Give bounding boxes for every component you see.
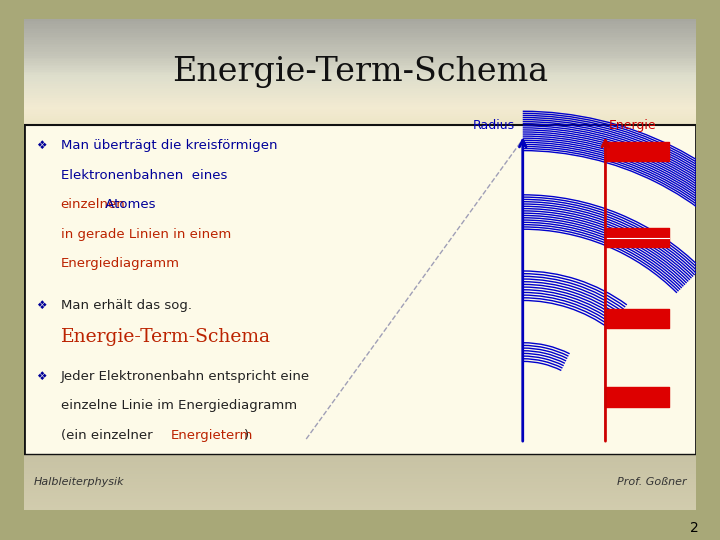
Text: einzelnen: einzelnen (60, 198, 125, 211)
Text: Man überträgt die kreisförmigen: Man überträgt die kreisförmigen (60, 139, 277, 152)
Text: 2: 2 (690, 521, 698, 535)
Text: in gerade Linien in einem: in gerade Linien in einem (60, 228, 231, 241)
Text: ): ) (244, 429, 249, 442)
Text: (ein einzelner: (ein einzelner (60, 429, 157, 442)
Text: Energieterm: Energieterm (171, 429, 253, 442)
Text: Prof. Goßner: Prof. Goßner (616, 477, 686, 487)
Text: Energie-Term-Schema: Energie-Term-Schema (172, 56, 548, 87)
Text: ❖: ❖ (36, 370, 46, 383)
Text: ❖: ❖ (36, 299, 46, 312)
Text: Man erhält das sog.: Man erhält das sog. (60, 299, 192, 312)
Text: Energie-Term-Schema: Energie-Term-Schema (60, 328, 271, 347)
Text: Energiediagramm: Energiediagramm (60, 257, 180, 270)
Text: Atomes: Atomes (102, 198, 156, 211)
Text: Energie: Energie (609, 119, 657, 132)
Text: Radius: Radius (472, 119, 515, 132)
Text: Elektronenbahnen  eines: Elektronenbahnen eines (60, 169, 227, 182)
Text: einzelne Linie im Energiediagramm: einzelne Linie im Energiediagramm (60, 399, 297, 412)
Text: Halbleiterphysik: Halbleiterphysik (34, 477, 125, 487)
Text: Jeder Elektronenbahn entspricht eine: Jeder Elektronenbahn entspricht eine (60, 370, 310, 383)
Text: ❖: ❖ (36, 139, 46, 152)
